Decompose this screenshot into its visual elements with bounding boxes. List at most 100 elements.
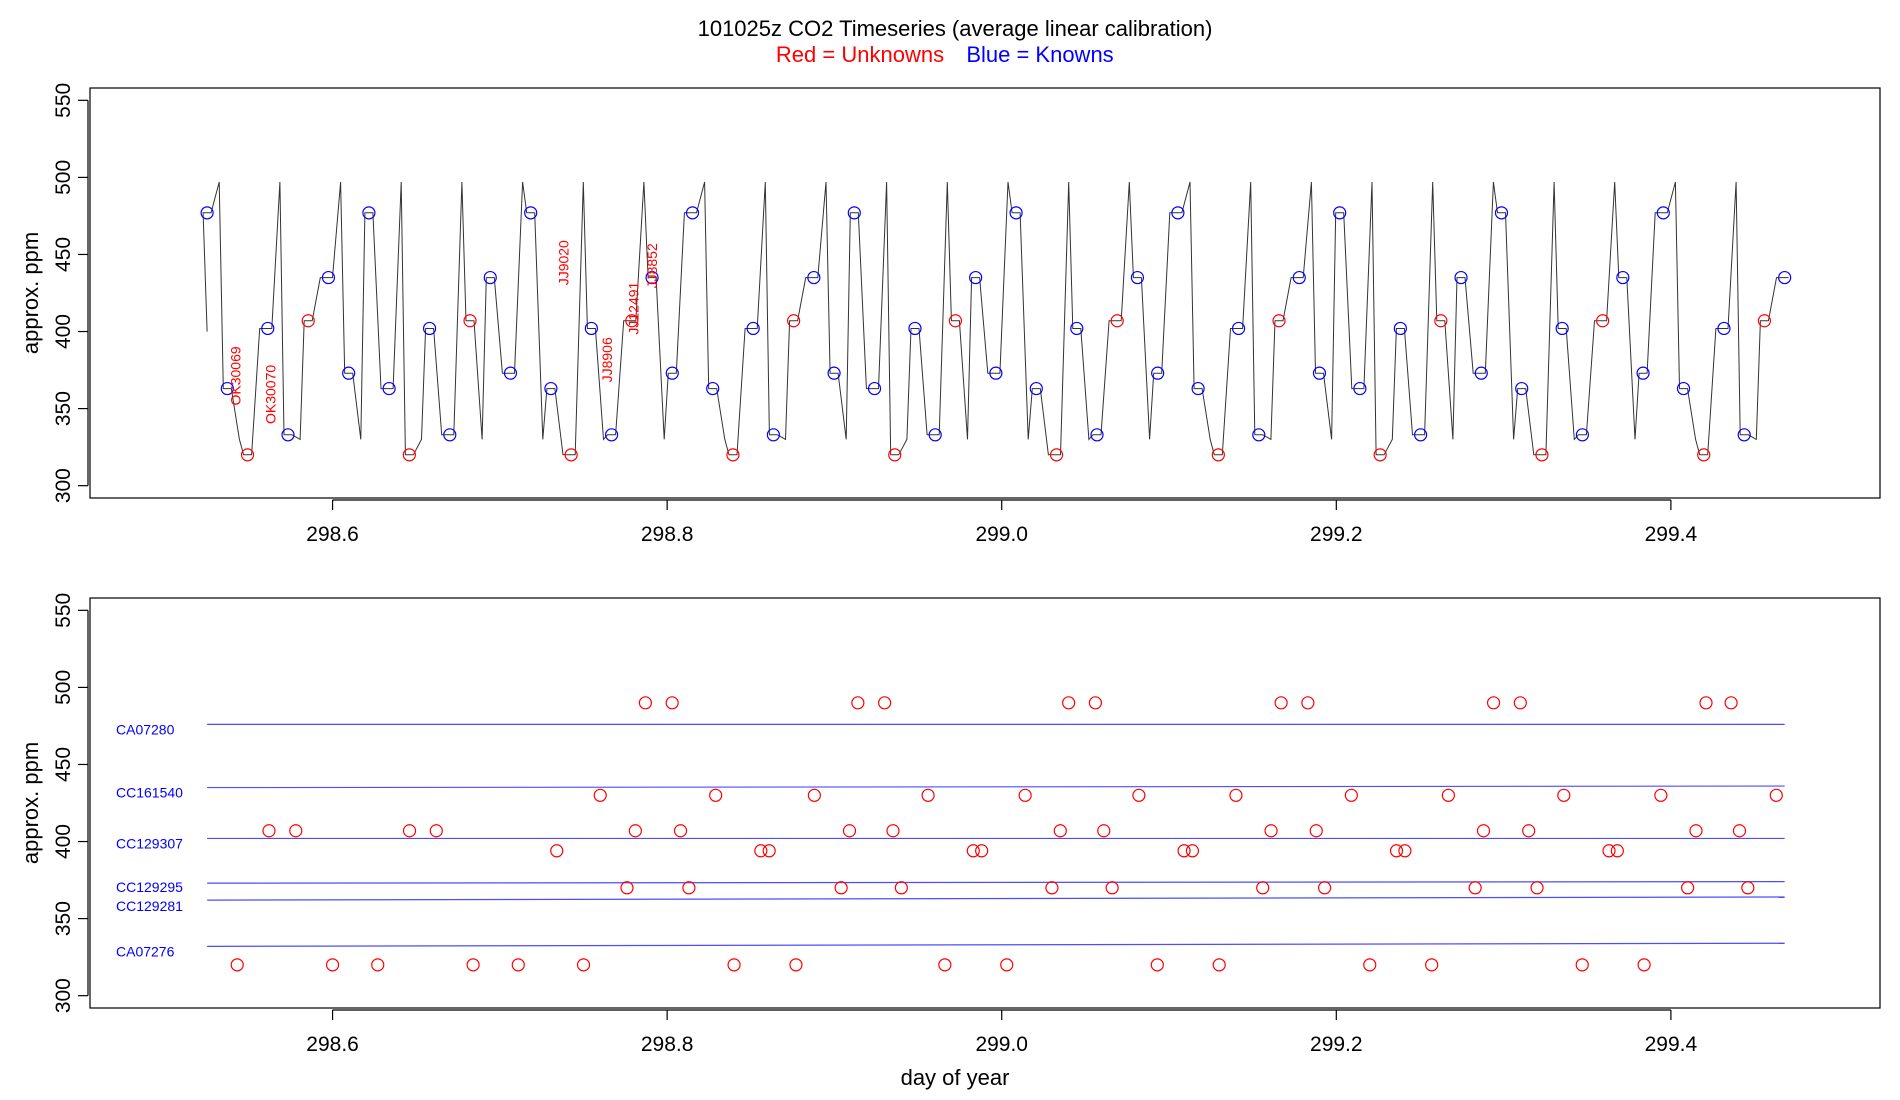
- unknown-point: [1681, 881, 1695, 895]
- unknown-point: [1468, 881, 1482, 895]
- unknown-point: [1732, 824, 1747, 838]
- unknown-point: [628, 824, 642, 838]
- known-point: [544, 381, 558, 396]
- unknown-point: [1373, 448, 1387, 462]
- unknown-point: [1110, 314, 1124, 328]
- known-point: [1454, 270, 1468, 285]
- known-point: [1413, 428, 1428, 442]
- unknown-point: [402, 824, 417, 838]
- unknown-point: [463, 314, 477, 328]
- known-point: [524, 206, 538, 220]
- unknown-point: [948, 314, 963, 328]
- p2-y-tick-label: 550: [52, 593, 75, 628]
- known-point: [342, 366, 356, 380]
- unknown-point: [1637, 958, 1651, 972]
- unknown-point: [1441, 788, 1455, 802]
- unknown-point: [402, 448, 416, 462]
- reference-line-label: CC129295: [116, 879, 183, 895]
- p2-y-tick-label: 450: [52, 747, 75, 782]
- unknowns-y-axis-label: approx. ppm: [18, 742, 43, 864]
- unknown-point: [1398, 844, 1412, 858]
- p1-x-tick-label: 299.0: [975, 523, 1028, 546]
- known-point: [827, 366, 841, 380]
- unknown-point: [1018, 788, 1032, 802]
- subtitle-unknowns: Red = Unknowns: [776, 42, 944, 67]
- known-point: [1393, 321, 1407, 336]
- unknown-point: [1476, 824, 1491, 838]
- p1-x-tick-label: 299.4: [1645, 523, 1698, 546]
- reference-line: [207, 881, 1785, 884]
- unknown-point: [1053, 824, 1067, 838]
- subtitle-knowns: Blue = Knowns: [966, 42, 1113, 67]
- known-point: [503, 366, 518, 380]
- unknown-point: [1575, 958, 1589, 972]
- known-point: [1616, 270, 1630, 285]
- unknown-point: [1610, 844, 1624, 858]
- unknown-point: [1185, 844, 1200, 858]
- unknown-point: [975, 844, 989, 858]
- unknown-point: [1150, 958, 1164, 972]
- unknown-point: [1389, 844, 1404, 858]
- unknown-point: [807, 788, 821, 802]
- known-point: [746, 321, 760, 336]
- unknown-point: [371, 958, 385, 972]
- unknown-point: [1425, 958, 1439, 972]
- known-point: [1171, 206, 1185, 220]
- known-point: [362, 206, 376, 220]
- unknown-point: [888, 448, 902, 462]
- unknown-point: [1535, 448, 1549, 462]
- unknown-point: [1045, 881, 1059, 895]
- unknown-point: [593, 788, 607, 802]
- known-point: [1029, 381, 1043, 396]
- unknown-point: [1272, 314, 1286, 328]
- unknown-point: [878, 696, 892, 710]
- unknown-point: [1229, 788, 1243, 802]
- known-point: [908, 321, 922, 336]
- sample-annotation: OK30070: [263, 365, 279, 424]
- unknown-point: [834, 881, 848, 895]
- known-point: [1070, 321, 1084, 336]
- known-point: [847, 206, 861, 220]
- unknown-point: [665, 696, 679, 710]
- unknown-point: [1256, 881, 1270, 895]
- known-point: [1515, 381, 1529, 396]
- known-point: [220, 381, 234, 396]
- timeseries-y-axis-label: approx. ppm: [18, 232, 43, 354]
- unknown-point: [1486, 696, 1501, 710]
- p2-y-tick-label: 400: [52, 824, 75, 859]
- unknown-point: [1177, 844, 1191, 858]
- p2-y-tick-label: 350: [52, 901, 75, 936]
- p1-y-tick-label: 300: [52, 468, 75, 503]
- unknown-point: [762, 844, 776, 858]
- unknown-point: [1264, 824, 1278, 838]
- unknown-point: [638, 696, 653, 710]
- unknown-point: [1697, 448, 1711, 462]
- known-point: [807, 270, 821, 285]
- unknown-point: [230, 958, 244, 972]
- unknown-point: [1062, 696, 1076, 710]
- unknown-point: [842, 824, 857, 838]
- unknown-point: [938, 958, 952, 972]
- unknown-point: [789, 958, 803, 972]
- known-point: [605, 428, 619, 442]
- p1-x-tick-label: 298.6: [306, 523, 359, 546]
- unknown-point: [966, 844, 980, 858]
- p2-x-tick-label: 298.6: [306, 1033, 359, 1056]
- unknown-point: [1132, 788, 1146, 802]
- known-point: [1778, 270, 1792, 285]
- known-point: [969, 270, 983, 285]
- known-point: [443, 428, 457, 442]
- unknown-point: [1530, 881, 1544, 895]
- unknown-point: [1105, 881, 1119, 895]
- reference-line-label: CA07280: [116, 721, 175, 737]
- unknown-point: [787, 314, 801, 328]
- unknown-point: [1088, 696, 1103, 710]
- unknown-point: [1097, 824, 1111, 838]
- known-point: [584, 321, 598, 336]
- unknown-point: [726, 448, 740, 462]
- unknown-point: [1344, 788, 1358, 802]
- known-point: [1494, 206, 1509, 220]
- unknown-point: [262, 824, 276, 838]
- unknown-point: [1741, 881, 1755, 895]
- reference-line: [207, 785, 1785, 789]
